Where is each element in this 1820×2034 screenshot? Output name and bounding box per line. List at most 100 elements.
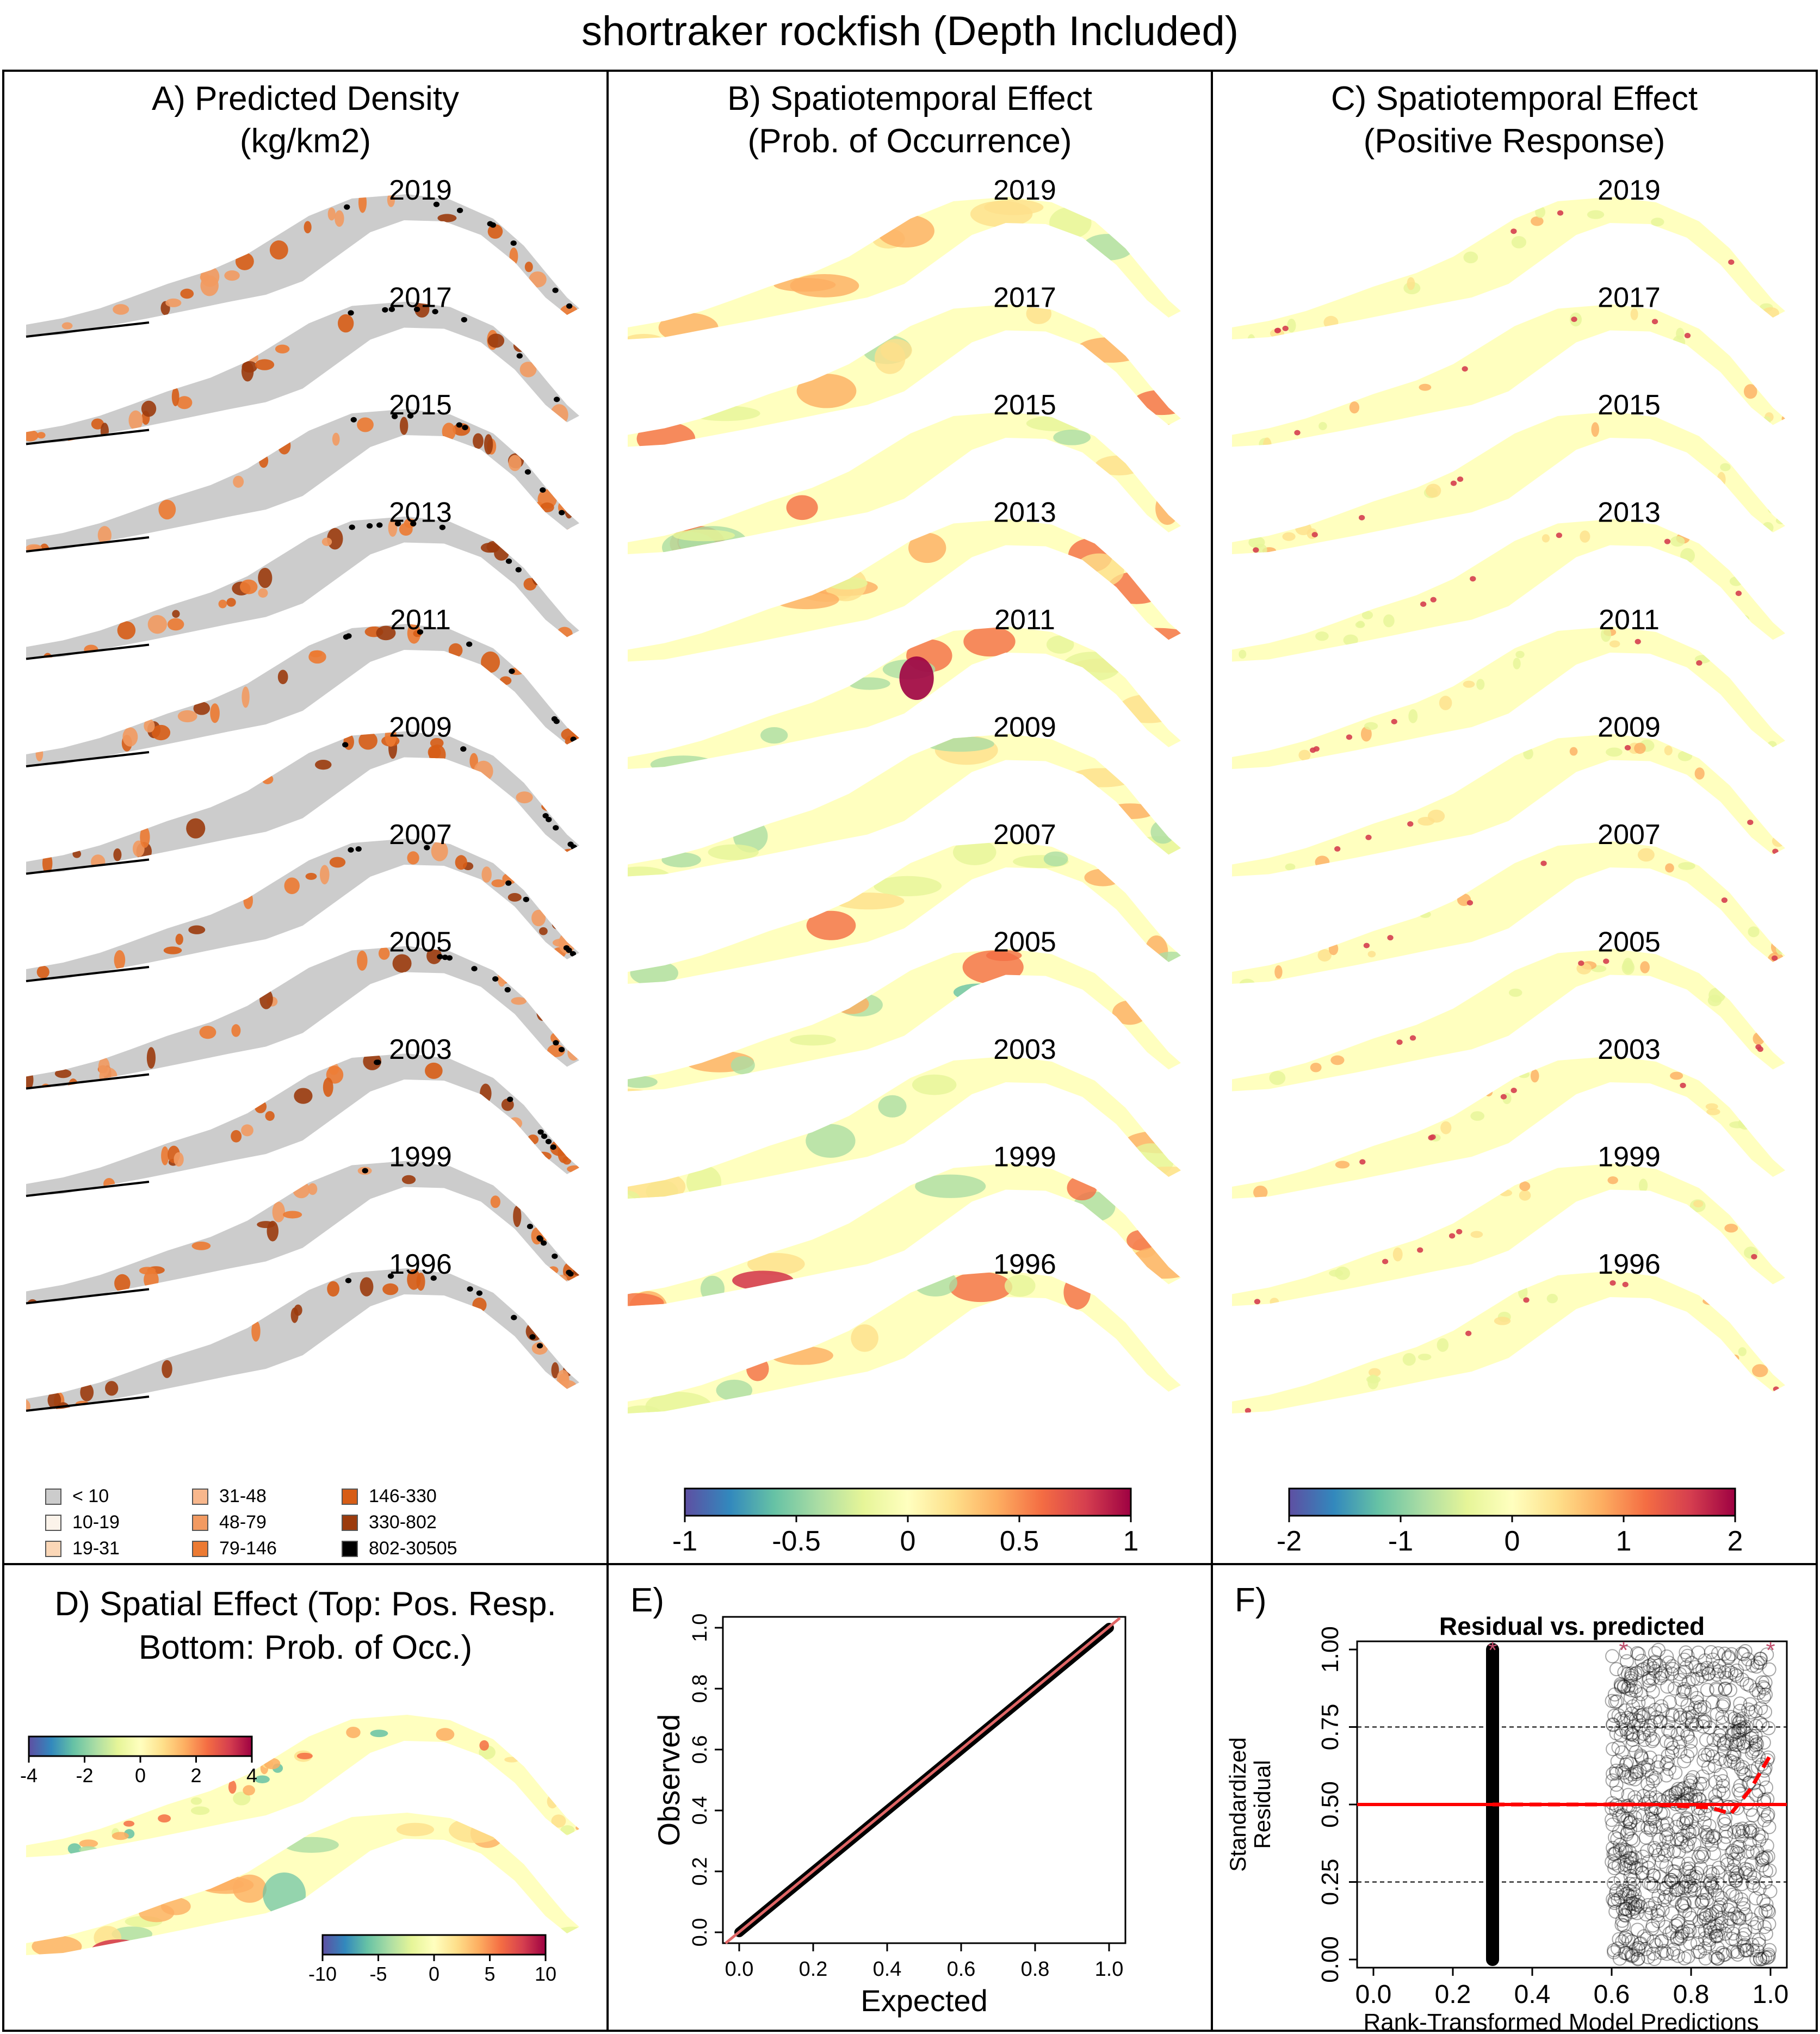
- effect-blob: [401, 1175, 416, 1185]
- effect-blob: [177, 710, 197, 723]
- effect-blob: [1282, 532, 1296, 541]
- residual-point: [1673, 1673, 1687, 1688]
- effect-blob: [191, 1242, 211, 1250]
- panel-qq-plot: E) 0.0 0.0 0.2 0.2 0.4 0.4 0.6 0.6 0.8 0.8 1.0 1.0 Ex…: [606, 1563, 1213, 2032]
- residual-point: [1760, 1647, 1774, 1662]
- effect-blob: [407, 851, 419, 865]
- effect-blob: [557, 1274, 567, 1284]
- residual-point: [1625, 1896, 1640, 1911]
- residual-point: [1732, 1825, 1747, 1839]
- effect-blob: [1624, 745, 1631, 751]
- effect-blob: [1382, 1258, 1389, 1264]
- residual-point: [1761, 1807, 1775, 1822]
- residual-point: [1683, 1936, 1698, 1951]
- effect-blob: [243, 1785, 256, 1796]
- residual-point: [1687, 1837, 1701, 1851]
- effect-blob: [259, 989, 273, 1009]
- effect-blob: [188, 925, 206, 934]
- residual-point: [1725, 1887, 1740, 1902]
- residual-point: [1696, 1893, 1711, 1907]
- residual-point: [1712, 1784, 1726, 1799]
- effect-blob: [1387, 935, 1394, 941]
- map-shape: [1232, 734, 1785, 877]
- effect-blob: [1735, 591, 1742, 597]
- residual-point: [1614, 1745, 1629, 1760]
- residual-point: [1751, 1933, 1766, 1948]
- residual-point: [1643, 1658, 1657, 1673]
- residual-point: [1680, 1727, 1694, 1742]
- residual-point: [1712, 1664, 1726, 1679]
- outlier-star: *: [1619, 1637, 1628, 1664]
- x-tick-label: 0.6: [1594, 1980, 1630, 2009]
- residual-point: [1697, 1713, 1712, 1728]
- year-label-2003: 2003: [1598, 1034, 1661, 1065]
- residual-point: [1660, 1816, 1675, 1831]
- residual-point: [1654, 1933, 1669, 1948]
- residual-point: [1612, 1825, 1626, 1839]
- residual-point: [1607, 1861, 1621, 1875]
- year-label-2003: 2003: [993, 1034, 1056, 1065]
- effect-blob: [210, 703, 220, 723]
- positive-response-maps: 2019201720152013201120092007200520031999…: [1232, 175, 1785, 1557]
- residual-point: [1652, 1832, 1667, 1847]
- residual-point: [1637, 1929, 1651, 1944]
- effect-blob: [200, 273, 210, 282]
- residual-point: [1606, 1840, 1620, 1855]
- residual-point: [1623, 1756, 1638, 1771]
- residual-point: [1746, 1744, 1761, 1758]
- effect-blob: [233, 1791, 251, 1806]
- residual-point: [1736, 1647, 1750, 1661]
- effect-blob: [1295, 522, 1312, 536]
- qq-plot: E)0.00.00.20.20.40.40.60.60.80.81.01.0Ex…: [630, 1582, 1126, 2018]
- residual-point: [1617, 1918, 1631, 1933]
- effect-blob: [1124, 628, 1181, 641]
- residual-point: [1741, 1652, 1755, 1667]
- effect-blob: [877, 214, 934, 248]
- effect-blob: [513, 339, 527, 352]
- residual-point: [1753, 1655, 1768, 1670]
- shelf-edge-line: [26, 858, 150, 875]
- residual-point: [1701, 1666, 1716, 1680]
- effect-blob: [461, 317, 467, 323]
- residual-point: [1736, 1824, 1751, 1839]
- residual-point: [1614, 1918, 1629, 1932]
- residual-point: [1674, 1925, 1689, 1940]
- residual-point: [1631, 1894, 1645, 1909]
- residual-point: [1617, 1765, 1631, 1780]
- residual-point: [1678, 1903, 1693, 1918]
- residual-point: [1639, 1907, 1654, 1921]
- residual-point: [1714, 1916, 1729, 1931]
- residual-point: [1711, 1928, 1725, 1943]
- residual-point: [1762, 1917, 1776, 1931]
- residual-point: [1731, 1840, 1745, 1855]
- map-shape: [628, 1056, 1181, 1199]
- residual-point: [1676, 1828, 1691, 1843]
- effect-blob: [1557, 210, 1564, 216]
- effect-blob: [1771, 955, 1778, 961]
- b-map-2007: [628, 841, 1181, 984]
- residual-point: [1607, 1943, 1621, 1958]
- year-label-1999: 1999: [1598, 1142, 1661, 1173]
- residual-point: [1656, 1841, 1670, 1856]
- residual-point: [1690, 1671, 1705, 1686]
- effect-blob: [552, 938, 572, 947]
- effect-blob: [1253, 1185, 1268, 1199]
- effect-blob: [1466, 900, 1474, 906]
- effect-blob: [442, 423, 456, 441]
- residual-point: [1699, 1893, 1714, 1907]
- residual-point: [1626, 1872, 1641, 1887]
- residual-point: [1718, 1817, 1732, 1832]
- effect-blob: [658, 313, 719, 339]
- residual-point: [1635, 1751, 1649, 1766]
- residual-point: [1618, 1858, 1633, 1872]
- residual-point: [1615, 1808, 1630, 1822]
- residual-point: [1688, 1821, 1703, 1836]
- residual-point: [1738, 1644, 1753, 1658]
- residual-point: [1745, 1824, 1760, 1838]
- effect-blob: [1751, 1254, 1757, 1260]
- residual-point: [1687, 1878, 1701, 1893]
- residual-point: [1631, 1943, 1646, 1957]
- effect-blob: [770, 1346, 833, 1365]
- effect-blob: [953, 983, 1003, 1001]
- shelf-edge-line: [26, 429, 150, 445]
